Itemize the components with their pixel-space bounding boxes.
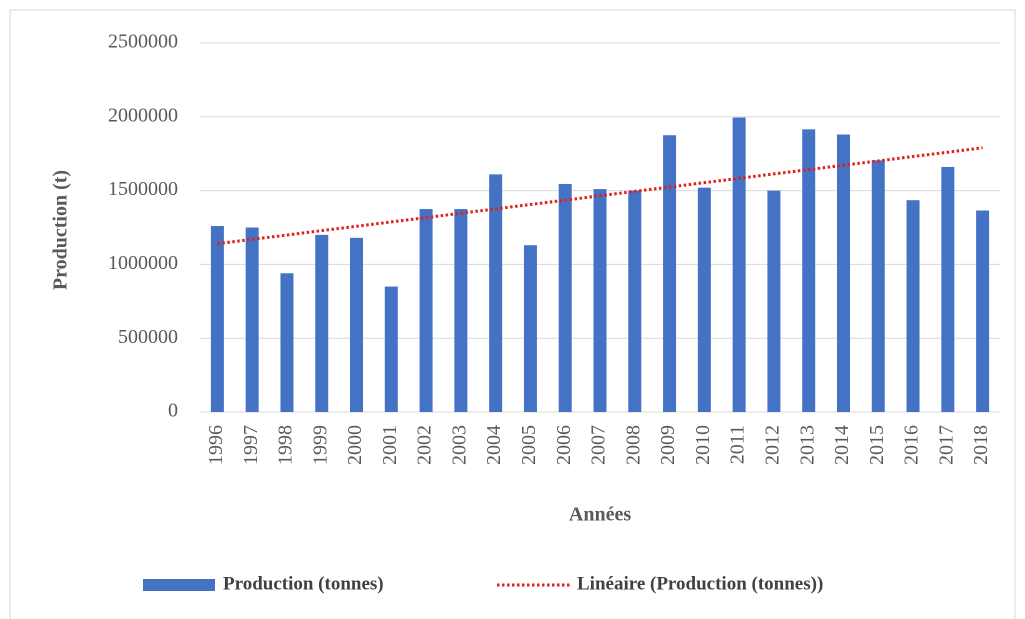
y-tick-label: 2000000 <box>108 104 178 126</box>
bar <box>697 187 711 412</box>
chart-frame <box>9 9 1016 619</box>
x-tick-label: 2004 <box>483 425 505 465</box>
bar <box>419 209 433 412</box>
x-tick-label: 2015 <box>866 425 888 465</box>
x-tick-label: 2000 <box>344 425 366 465</box>
bar <box>767 190 781 412</box>
legend-label: Linéaire (Production (tonnes)) <box>577 573 823 594</box>
bar <box>802 129 816 412</box>
bar <box>489 174 503 412</box>
x-tick-label: 2003 <box>448 425 470 465</box>
y-tick-label: 2500000 <box>108 31 178 53</box>
y-tick-label: 500000 <box>118 326 178 348</box>
x-tick-label: 2016 <box>901 425 923 465</box>
x-tick-label: 2007 <box>588 425 610 465</box>
bar <box>628 190 642 412</box>
x-tick-label: 1998 <box>275 425 297 465</box>
x-tick-label: 2006 <box>553 425 575 465</box>
bar <box>663 135 677 412</box>
x-tick-label: 2001 <box>379 425 401 465</box>
y-tick-label: 0 <box>168 400 178 422</box>
y-tick-label: 1000000 <box>108 252 178 274</box>
bar <box>836 134 850 412</box>
x-tick-label: 2014 <box>831 425 853 465</box>
x-tick-label: 1996 <box>205 425 227 465</box>
x-tick-label: 2012 <box>762 425 784 465</box>
x-tick-label: 2011 <box>727 425 749 464</box>
y-tick-label: 1500000 <box>108 178 178 200</box>
bar <box>210 226 224 412</box>
x-tick-label: 2010 <box>692 425 714 465</box>
bar <box>454 209 468 412</box>
legend-label: Production (tonnes) <box>223 573 384 594</box>
bar <box>245 227 259 412</box>
bar <box>280 273 294 412</box>
x-tick-label: 2008 <box>622 425 644 465</box>
x-tick-label: 2002 <box>414 425 436 465</box>
bar <box>558 183 572 412</box>
x-axis-title: Années <box>569 504 631 526</box>
x-tick-label: 2017 <box>935 425 957 465</box>
trend-line <box>217 146 983 246</box>
x-tick-label: 2013 <box>796 425 818 465</box>
x-tick-label: 2018 <box>970 425 992 465</box>
bar <box>315 234 329 412</box>
bar <box>871 160 885 412</box>
x-tick-label: 1997 <box>240 425 262 465</box>
x-tick-label: 2005 <box>518 425 540 465</box>
bar <box>941 166 955 412</box>
bar <box>384 286 398 412</box>
bar <box>523 245 537 412</box>
bar <box>350 237 364 412</box>
y-axis-title: Production (t) <box>50 170 72 290</box>
bar <box>593 189 607 412</box>
x-tick-label: 1999 <box>309 425 331 465</box>
bar <box>976 210 990 412</box>
bar <box>906 200 920 412</box>
bar <box>732 117 746 413</box>
x-tick-label: 2009 <box>657 425 679 465</box>
legend-swatch <box>143 579 215 591</box>
